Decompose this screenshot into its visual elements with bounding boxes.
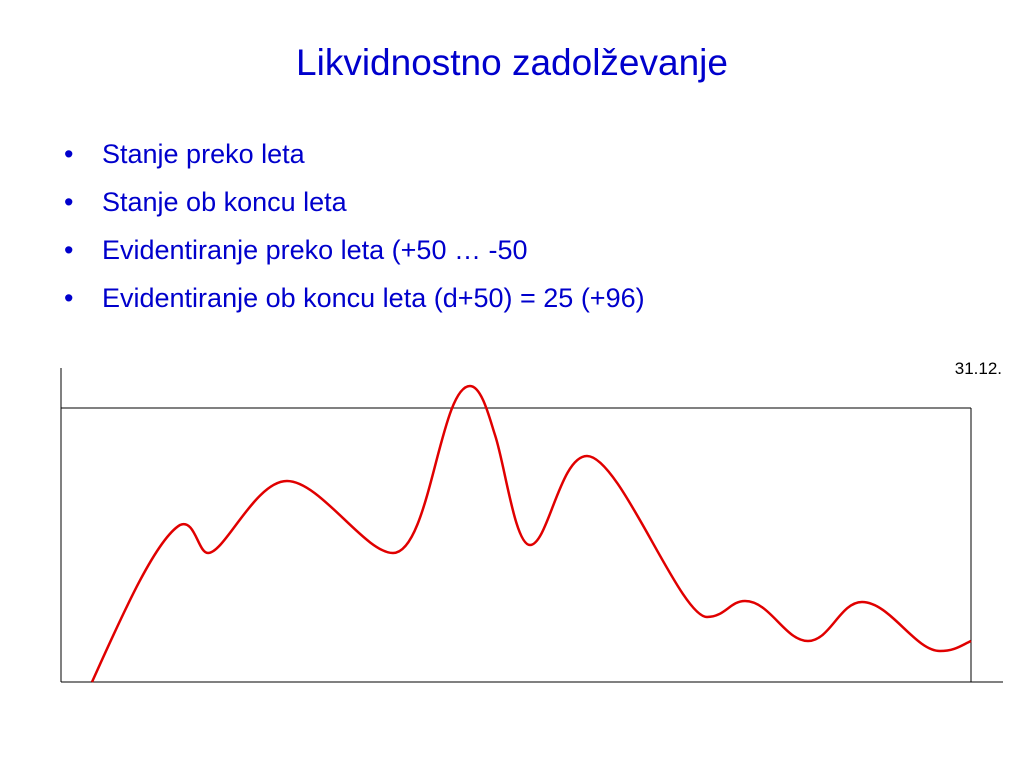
bullet-list: Stanje preko leta Stanje ob koncu leta E… xyxy=(60,134,645,326)
bullet: Stanje ob koncu leta xyxy=(60,182,645,230)
frame xyxy=(60,368,1003,683)
bullet: Stanje preko leta xyxy=(60,134,645,182)
date-label: 31.12. xyxy=(955,359,1002,378)
slide-title: Likvidnostno zadolževanje xyxy=(296,42,728,83)
bullet: Evidentiranje preko leta (+50 … -50 xyxy=(60,230,645,278)
bullet: Evidentiranje ob koncu leta (d+50) = 25 … xyxy=(60,278,645,326)
balance-curve xyxy=(90,384,972,683)
